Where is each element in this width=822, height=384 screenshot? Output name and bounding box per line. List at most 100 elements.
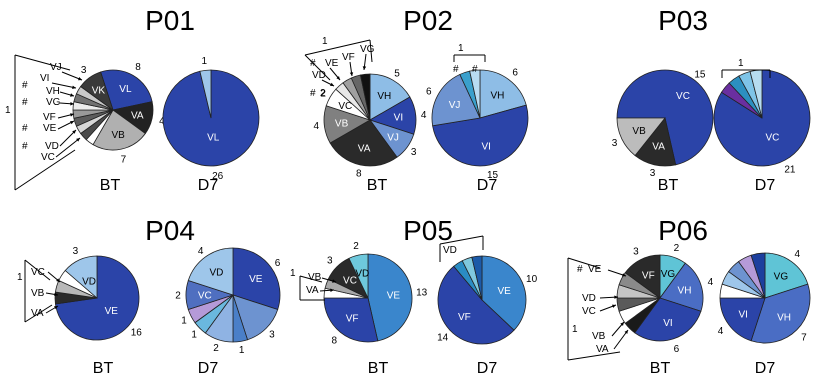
- annotation-6-2: VD: [582, 293, 596, 304]
- pie-slice-ve: [481, 255, 527, 331]
- slice-count-vd: 4: [198, 246, 204, 257]
- annotation-2-9: #: [453, 64, 459, 75]
- pie-slice-x2: [469, 69, 481, 119]
- slice-count-vl: 26: [212, 171, 224, 182]
- bracket-line: [304, 39, 371, 56]
- annotation-2-7: 2: [320, 88, 326, 99]
- slice-label-vh: VH: [490, 91, 504, 102]
- pie-slice-ve: [367, 253, 413, 342]
- slice-label-va: VA: [358, 143, 371, 154]
- panel-title-p05: P05: [403, 215, 453, 246]
- panel-title-p04: P04: [145, 215, 195, 246]
- annotation-6-3: VC: [582, 306, 596, 317]
- slice-count-vi: 6: [674, 344, 680, 355]
- slice-count-x1: 3: [269, 329, 275, 340]
- pie-label-bt: BT: [367, 177, 388, 194]
- slice-label-va: VA: [131, 111, 144, 122]
- arrow-head: [349, 72, 354, 76]
- pie-slice-vd: [187, 247, 234, 296]
- slice-count-vb: 3: [612, 138, 618, 149]
- slice-label-vi: VI: [394, 113, 403, 124]
- annotation-1-1: #: [22, 97, 28, 108]
- arrow-head: [362, 66, 367, 70]
- slice-label-vc: VC: [338, 101, 352, 112]
- pie-slice-x5: [750, 252, 766, 299]
- pie-label-bt: BT: [658, 177, 679, 194]
- slice-count-vc: 2: [175, 291, 181, 302]
- pie-slice-vb: [92, 109, 146, 151]
- slice-count-vf: 8: [332, 336, 338, 347]
- slice-count-vf: 14: [437, 333, 449, 344]
- slice-label-vj: VJ: [387, 132, 399, 143]
- slice-count-vc: 21: [784, 164, 796, 175]
- slice-count-vc: 3: [327, 255, 333, 266]
- annotation-1-7: VH: [46, 86, 60, 97]
- pie-slice-vb: [616, 117, 666, 157]
- arrow-head: [70, 121, 74, 125]
- pie-slice-vg: [359, 73, 371, 121]
- pie-label-d7: D7: [755, 177, 776, 194]
- pie-3-d7: VC 21 D7: [713, 69, 811, 194]
- slice-label-vd: VD: [355, 269, 369, 280]
- slice-count-x2: 1: [239, 345, 245, 356]
- pie-slice-vd: [64, 255, 98, 299]
- slice-label-vh: VH: [777, 313, 791, 324]
- pie-slice-vh: [479, 69, 527, 119]
- arrow-head: [70, 93, 74, 97]
- panel-title-p03: P03: [658, 5, 708, 36]
- bracket-line: [24, 304, 53, 323]
- slice-label-vb: VB: [335, 119, 349, 130]
- slice-count-x3: 2: [213, 343, 219, 354]
- arrow-head: [624, 330, 628, 334]
- arrow-head: [612, 304, 616, 308]
- pie-slice-vh: [369, 73, 411, 121]
- slice-label-vj: VJ: [449, 100, 461, 111]
- slice-count-ve: 10: [526, 274, 538, 285]
- pie-label-d7: D7: [755, 360, 776, 377]
- slice-label-vl: VL: [207, 133, 220, 144]
- slice-label-vc: VC: [343, 276, 357, 287]
- slice-count-va: 3: [650, 168, 656, 179]
- pie-4-bt: VE 16 VD 3 BT: [54, 246, 142, 377]
- slice-label-vd: VD: [82, 276, 96, 287]
- slice-count-vj: 6: [426, 86, 432, 97]
- slice-count-vh: 7: [801, 332, 807, 343]
- slice-label-vh: VH: [678, 286, 692, 297]
- bracket-line: [14, 149, 76, 191]
- annotation-1-8: VG: [46, 97, 61, 108]
- arrow-head: [70, 102, 74, 106]
- slice-count-vh: 5: [394, 69, 400, 80]
- pie-slice-vk: [80, 71, 114, 112]
- slice-count-va: 8: [356, 168, 362, 179]
- pie-slice-vi: [719, 297, 766, 342]
- annotation-arrow: [51, 82, 77, 89]
- slice-count-vg: 2: [674, 243, 680, 254]
- slice-label-vf: VF: [642, 271, 655, 282]
- pie-slice-va: [329, 119, 398, 167]
- bracket-line: [299, 275, 323, 283]
- slice-label-vi: VI: [481, 142, 490, 153]
- annotation-6-1: VE: [588, 264, 602, 275]
- slice-count-vl: 8: [135, 62, 141, 73]
- pie-6-d7: VG 4 VH 7 VI 4 D7: [718, 249, 811, 377]
- annotation-1-12: VC: [41, 152, 55, 163]
- pie-2-bt: VH5 VI 4 VJ 3 VA 8 VB 4 VC 2 BT: [314, 69, 427, 194]
- slice-count-vf: 3: [633, 246, 639, 257]
- annotation-1-9: VF: [43, 112, 56, 123]
- slice-label-vh: VH: [377, 91, 391, 102]
- pie-slice-vf: [323, 297, 379, 343]
- slice-label-vc: VC: [198, 291, 212, 302]
- annotation-6-0: #: [577, 264, 583, 275]
- slice-count-va: 4: [159, 116, 165, 127]
- slice-count-vi: 4: [421, 110, 427, 121]
- pie-slice-vf: [437, 265, 515, 345]
- panel-title-p06: P06: [658, 215, 708, 246]
- slice-label-ve: VE: [249, 274, 263, 285]
- arrow-head: [78, 77, 82, 81]
- arrow-head: [56, 278, 60, 282]
- annotation-2-4: VG: [360, 44, 375, 55]
- slice-count-other: 1: [202, 56, 208, 67]
- arrow-head: [76, 138, 80, 142]
- slice-count-x4: 1: [191, 329, 197, 340]
